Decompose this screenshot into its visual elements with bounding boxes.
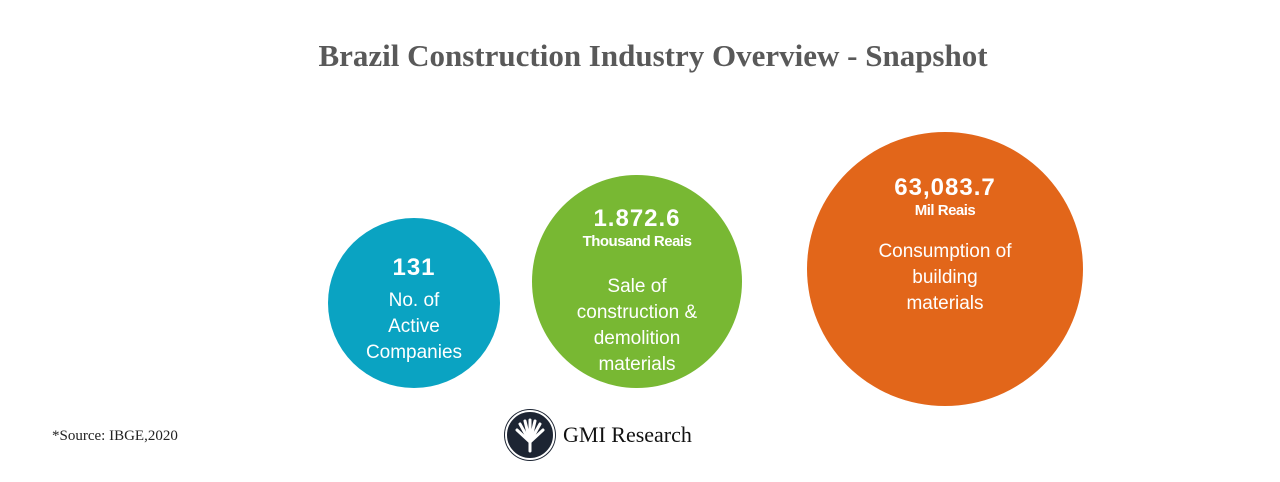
stat-desc-line: Consumption of	[878, 241, 1012, 262]
source-note: *Source: IBGE,2020	[52, 428, 178, 444]
stat-value: 63,083.7	[894, 174, 996, 201]
stat-circle-sales: 1.872.6 Thousand Reais Sale of construct…	[532, 175, 742, 388]
logo-name: GMI Research	[563, 422, 692, 447]
stat-desc-line: construction &	[576, 302, 698, 323]
stat-desc-line: No. of	[388, 290, 440, 311]
stat-circle-consumption: 63,083.7 Mil Reais Consumption of buildi…	[807, 132, 1083, 406]
stat-value: 131	[392, 254, 436, 281]
stat-desc-line: Sale of	[607, 276, 667, 297]
stat-desc-line: demolition	[593, 328, 681, 349]
gmi-logo: GMI Research	[505, 410, 692, 460]
stat-desc-line: materials	[906, 293, 984, 314]
stat-unit: Mil Reais	[914, 202, 976, 219]
fan-leaf-logo-icon	[505, 410, 555, 460]
page-title: Brazil Construction Industry Overview - …	[318, 38, 988, 73]
stat-value: 1.872.6	[593, 205, 681, 232]
stat-desc-line: Companies	[365, 342, 463, 363]
stat-unit: Thousand Reais	[582, 233, 692, 250]
stat-desc-line: Active	[388, 316, 440, 337]
stat-circle-active-companies: 131 No. of Active Companies	[328, 218, 500, 388]
stat-desc-line: building	[912, 267, 978, 288]
stat-desc-line: materials	[598, 354, 676, 375]
